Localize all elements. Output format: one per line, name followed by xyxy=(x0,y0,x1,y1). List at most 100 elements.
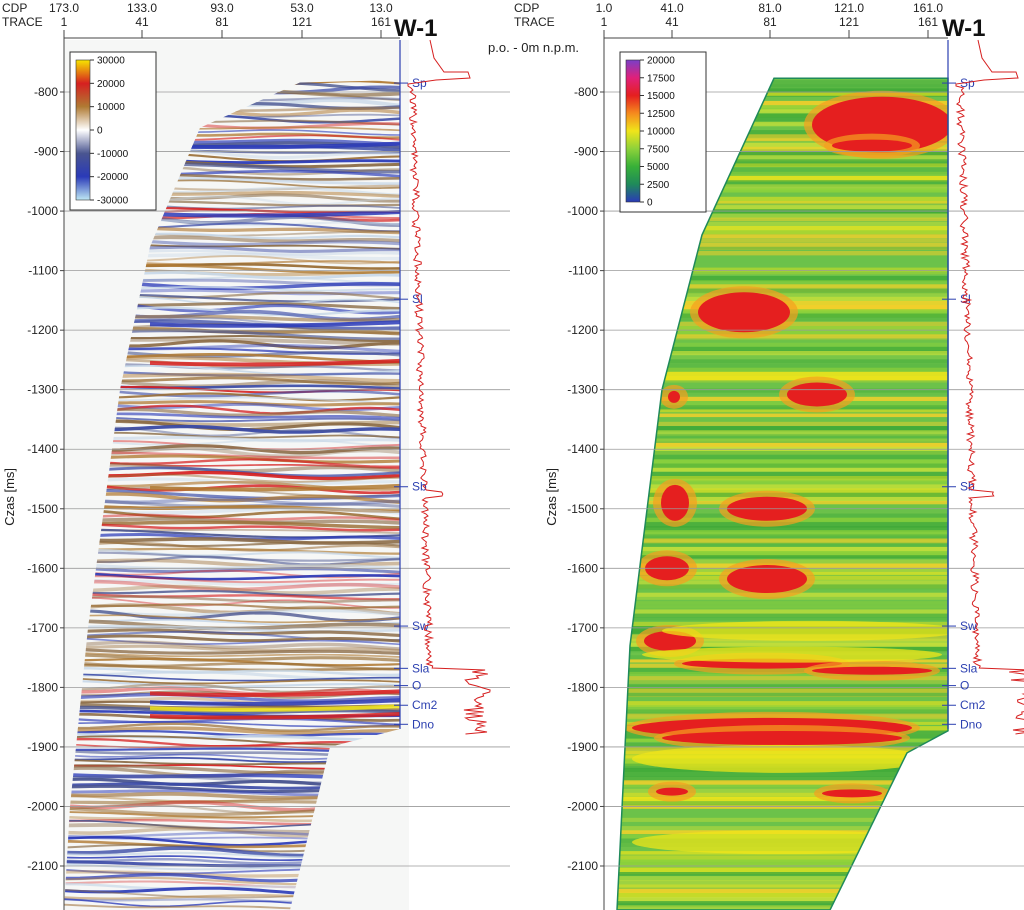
attribute-band xyxy=(617,430,948,437)
cdp-tick-label: 161.0 xyxy=(913,1,943,15)
attribute-band xyxy=(617,371,948,381)
cdp-tick-label: 53.0 xyxy=(290,1,314,15)
reflector-line xyxy=(64,466,400,478)
attribute-band xyxy=(617,401,948,407)
attribute-band xyxy=(617,551,948,558)
attribute-band xyxy=(617,459,948,468)
y-tick-label: -1300 xyxy=(27,383,58,397)
y-tick-label: -1200 xyxy=(27,323,58,337)
attribute-band xyxy=(617,855,948,862)
attribute-band xyxy=(617,88,948,97)
attribute-band xyxy=(617,888,948,893)
y-tick-label: -1400 xyxy=(27,442,58,456)
attribute-band xyxy=(617,384,948,388)
reflector-line xyxy=(64,570,400,581)
colorbar-tick-label: 2500 xyxy=(647,180,670,191)
attribute-field xyxy=(617,78,948,910)
trace-tick-label: 81 xyxy=(763,15,777,29)
attribute-band xyxy=(617,826,948,832)
attribute-band xyxy=(617,421,948,427)
attribute-band xyxy=(617,213,948,219)
reflector-line xyxy=(64,663,400,672)
reflector-line xyxy=(64,726,400,735)
reflector-line xyxy=(64,676,400,685)
attribute-band xyxy=(617,480,948,489)
y-tick-label: -1600 xyxy=(27,561,58,575)
attribute-band xyxy=(617,367,948,372)
reflector-line xyxy=(64,644,400,653)
attribute-hotspot xyxy=(822,789,882,798)
colorbar-tick-label: 0 xyxy=(647,198,653,209)
trace-tick-label: 41 xyxy=(665,15,679,29)
reflector-line xyxy=(64,548,400,560)
well-marker-label: Dno xyxy=(960,717,982,731)
reflector-line xyxy=(64,717,400,727)
strong-reflector xyxy=(149,704,400,712)
attribute-band xyxy=(617,330,948,336)
trace-header-label: TRACE xyxy=(2,15,43,29)
datum-label: p.o. - 0m n.p.m. xyxy=(488,40,580,55)
attribute-band xyxy=(617,192,948,197)
attribute-band xyxy=(617,376,948,383)
attribute-hotspot xyxy=(727,565,807,594)
attribute-hotspot xyxy=(668,390,680,403)
cdp-tick-label: 13.0 xyxy=(369,1,393,15)
reflector-line xyxy=(64,481,400,495)
attribute-band xyxy=(617,180,948,187)
trace-tick-label: 121 xyxy=(839,15,859,29)
well-log-curve xyxy=(955,39,1024,735)
y-tick-label: -1800 xyxy=(567,680,598,694)
grid-lines xyxy=(604,91,1024,867)
attribute-band xyxy=(617,150,948,157)
well-marker-label: Cm2 xyxy=(960,698,986,712)
reflector-line xyxy=(64,470,400,481)
attribute-band xyxy=(617,438,948,442)
colorbar-legend: 30000 20000 10000 0 -10000 -20000 -30000 xyxy=(69,51,157,211)
attribute-band xyxy=(617,276,948,282)
attribute-band xyxy=(617,780,948,785)
y-tick-label: -800 xyxy=(34,85,58,99)
y-tick-label: -1500 xyxy=(567,502,598,516)
y-axis-title: Czas [ms] xyxy=(2,468,17,526)
reflector-line xyxy=(64,555,400,566)
grid-lines xyxy=(64,91,510,867)
colorbar-tick-label: 10000 xyxy=(647,127,675,138)
colorbar-tick-label: 5000 xyxy=(647,162,670,173)
well-marker-label: Cm2 xyxy=(412,698,438,712)
attribute-band xyxy=(617,171,948,180)
cdp-tick-label: 93.0 xyxy=(210,1,234,15)
attribute-band xyxy=(617,205,948,211)
colorbar-tick-label: 0 xyxy=(97,126,103,137)
reflector-line xyxy=(64,705,400,715)
attribute-band xyxy=(617,80,948,88)
y-tick-label: -1700 xyxy=(567,621,598,635)
attribute-band xyxy=(617,434,948,443)
attribute-yellow-zone xyxy=(662,620,948,641)
attribute-band xyxy=(617,271,948,277)
colorbar-tick-label: 15000 xyxy=(647,91,675,102)
attribute-band xyxy=(617,84,948,93)
strong-reflector xyxy=(149,711,400,720)
reflector-line xyxy=(64,721,400,728)
attribute-band xyxy=(617,555,948,559)
reflector-line xyxy=(64,636,400,646)
attribute-band xyxy=(617,463,948,469)
attribute-band xyxy=(617,238,948,243)
attribute-band xyxy=(617,788,948,797)
attribute-band xyxy=(617,217,948,222)
attribute-band xyxy=(617,534,948,540)
attribute-band xyxy=(617,405,948,410)
attribute-band xyxy=(617,467,948,472)
attribute-band xyxy=(617,334,948,341)
attribute-band xyxy=(617,805,948,809)
attribute-band xyxy=(617,263,948,270)
cdp-tick-label: 173.0 xyxy=(49,1,79,15)
y-tick-label: -1100 xyxy=(568,264,598,278)
colorbar-tick-label: 20000 xyxy=(647,56,675,67)
reflector-line xyxy=(64,596,400,609)
attribute-hotspot xyxy=(698,292,790,333)
y-tick-label: -2000 xyxy=(567,799,598,813)
y-tick-label: -1900 xyxy=(567,740,598,754)
attribute-band xyxy=(617,117,948,124)
